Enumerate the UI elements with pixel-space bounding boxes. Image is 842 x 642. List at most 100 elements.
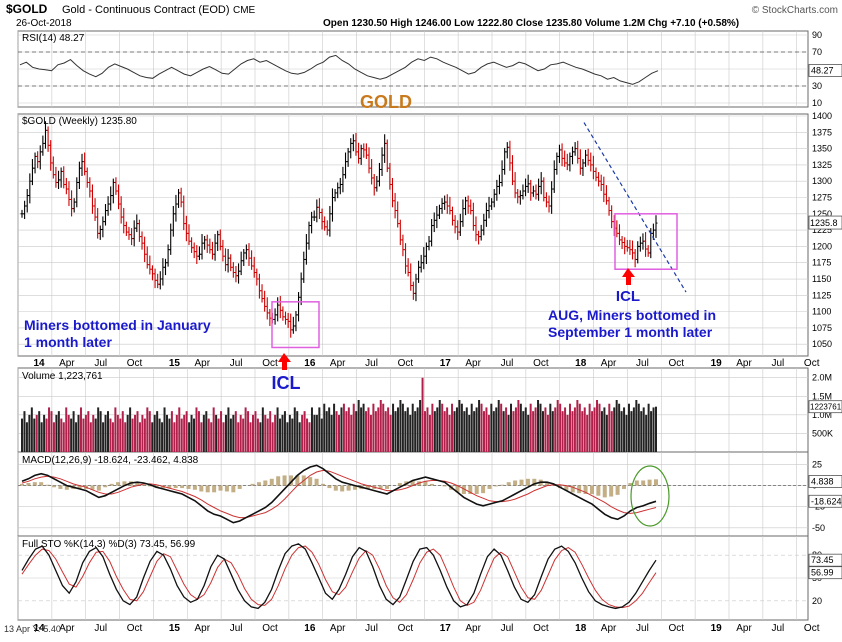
volume-bar: [269, 411, 272, 452]
macd-histogram-bar: [308, 477, 313, 486]
symbol-description: Gold - Continuous Contract (EOD): [62, 4, 230, 16]
volume-bar: [411, 403, 414, 452]
volume-bar: [57, 411, 60, 452]
rsi-y-tick: 90: [812, 30, 822, 40]
macd-histogram-bar: [167, 485, 172, 489]
macd-histogram-bar: [609, 485, 614, 497]
macd-histogram-bar: [320, 483, 325, 486]
volume-bar: [554, 407, 557, 452]
volume-bar: [482, 411, 485, 452]
x-tick-label: 16: [304, 358, 316, 369]
macd-histogram-bar: [641, 480, 646, 486]
volume-bar: [23, 411, 26, 452]
volume-bar: [193, 418, 196, 452]
volume-bar: [318, 407, 321, 452]
volume-bar: [35, 414, 38, 452]
volume-bar: [647, 403, 650, 452]
x-tick-label-bottom: 19: [711, 623, 723, 634]
volume-bar: [62, 422, 65, 452]
volume-bar: [458, 400, 461, 452]
x-tick-label: Oct: [533, 358, 549, 369]
volume-bar: [492, 411, 495, 452]
macd-histogram-bar: [647, 479, 652, 486]
volume-bar: [510, 403, 513, 452]
x-tick-label-bottom: Oct: [127, 623, 143, 634]
volume-bar: [124, 422, 127, 452]
price-y-tick: 1200: [812, 241, 832, 251]
volume-bar: [82, 418, 85, 452]
volume-bar: [200, 422, 203, 452]
x-tick-label: Apr: [601, 358, 617, 369]
volume-bar: [109, 418, 112, 452]
volume-bar: [291, 418, 294, 452]
price-y-tick: 1175: [812, 258, 831, 268]
volume-bar: [55, 414, 58, 452]
volume-bar: [60, 418, 63, 452]
volume-bar: [374, 411, 377, 452]
volume-bar: [293, 407, 296, 452]
volume-bar: [259, 422, 262, 452]
volume-bar: [635, 400, 638, 452]
volume-bar: [202, 414, 205, 452]
volume-bar: [416, 407, 419, 452]
x-tick-label: Oct: [804, 358, 820, 369]
volume-bar: [596, 400, 599, 452]
volume-bar: [325, 411, 328, 452]
note-line: Miners bottomed in January: [24, 317, 211, 333]
volume-bar: [242, 418, 245, 452]
volume-bar: [301, 414, 304, 452]
volume-bar: [239, 414, 242, 452]
volume-bar: [345, 411, 348, 452]
price-y-tick: 1100: [812, 307, 831, 317]
volume-bar: [251, 414, 254, 452]
volume-bar: [352, 403, 355, 452]
volume-bar: [168, 418, 171, 452]
volume-bar: [75, 422, 78, 452]
icl-arrow-2018: [622, 268, 635, 285]
volume-bar: [175, 414, 178, 452]
x-tick-label-bottom: Oct: [804, 623, 820, 634]
volume-bar: [224, 414, 227, 452]
macd-histogram-bar: [231, 485, 236, 493]
macd-histogram-bar: [423, 481, 428, 486]
price-y-tick: 1225: [812, 225, 832, 235]
volume-bar: [588, 403, 591, 452]
volume-bar: [45, 418, 48, 452]
macd-histogram-bar: [250, 483, 255, 486]
volume-bar: [465, 407, 468, 452]
volume-bar: [514, 407, 517, 452]
macd-histogram-bar: [583, 485, 588, 494]
volume-bar: [261, 407, 264, 452]
icl-label-2018: ICL: [616, 288, 640, 305]
volume-bar: [627, 403, 630, 452]
macd-histogram-bar: [173, 485, 178, 489]
volume-bar: [40, 422, 43, 452]
sto-y-tick: 20: [812, 596, 822, 606]
macd-last-value-box: [808, 494, 842, 508]
volume-bar: [333, 403, 336, 452]
macd-histogram-bar: [20, 483, 24, 486]
volume-bar: [389, 414, 392, 452]
volume-bar: [490, 403, 493, 452]
volume-bar: [365, 411, 368, 452]
volume-bar: [568, 403, 571, 452]
volume-bar: [232, 414, 235, 452]
price-y-tick: 1050: [812, 339, 832, 349]
volume-bar: [394, 411, 397, 452]
volume-bar: [72, 411, 75, 452]
volume-bar: [141, 414, 144, 452]
volume-bar: [448, 414, 451, 452]
panels-layer: [17, 30, 809, 621]
volume-bar: [220, 411, 223, 452]
macd-histogram-bar: [397, 483, 402, 486]
exchange-label: CME: [233, 5, 256, 16]
volume-bar: [630, 411, 633, 452]
volume-bar: [65, 407, 68, 452]
volume-bar: [487, 414, 490, 452]
macd-signal-line: [21, 469, 657, 519]
volume-bar: [441, 403, 444, 452]
volume-bar: [387, 407, 390, 452]
icl-highlight-box-2018: [614, 213, 678, 270]
volume-bar: [234, 411, 237, 452]
volume-bar: [197, 411, 200, 452]
